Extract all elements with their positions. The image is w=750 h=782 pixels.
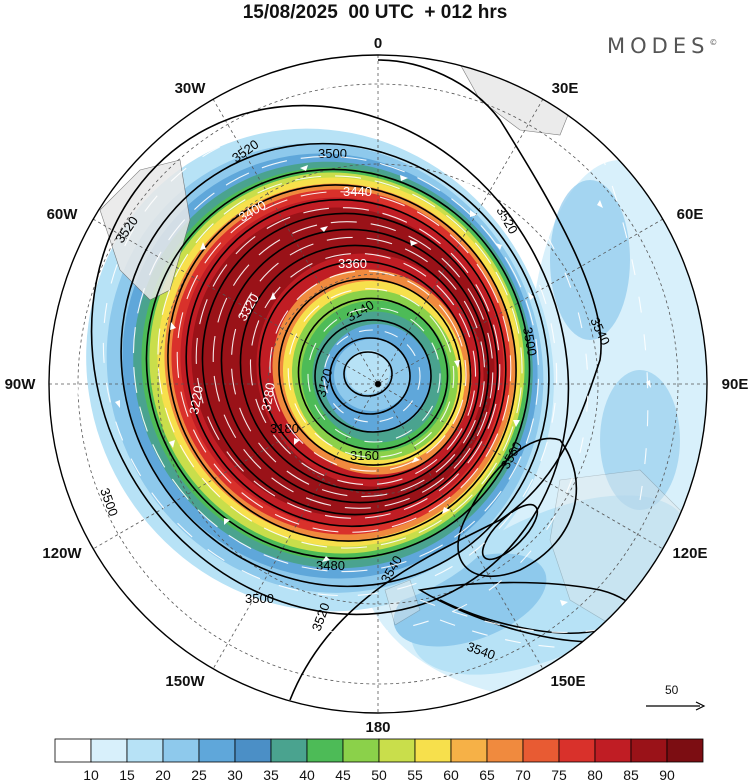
colorbar-tick-label: 80 — [587, 767, 603, 782]
lon-label-30e: 30E — [552, 80, 579, 97]
colorbar-swatch — [558, 738, 596, 763]
lon-label-120w: 120W — [42, 545, 82, 562]
colorbar-tick-label: 20 — [155, 767, 171, 782]
colorbar-tick-label: 25 — [191, 767, 207, 782]
colorbar-tick-label: 30 — [227, 767, 243, 782]
brand-text: MODES — [607, 34, 710, 58]
height-contours — [90, 59, 643, 701]
south-pole-marker — [375, 381, 381, 387]
colorbar-swatch — [630, 738, 668, 763]
colorbar-swatch — [126, 738, 164, 763]
lon-label-0: 0 — [374, 35, 382, 52]
colorbar-tick-label: 50 — [371, 767, 387, 782]
colorbar-tick-label: 70 — [515, 767, 531, 782]
colorbar-swatch — [54, 738, 92, 763]
colorbar-swatch — [486, 738, 524, 763]
colorbar-tick-label: 45 — [335, 767, 351, 782]
lon-label-90e: 90E — [722, 376, 749, 393]
contour-label: 3360 — [338, 256, 367, 271]
colorbar-tick-label: 55 — [407, 767, 423, 782]
reference-vector-arrow — [646, 701, 706, 711]
colorbar-swatch — [450, 738, 488, 763]
lon-label-90w: 90W — [5, 376, 37, 393]
lon-label-30w: 30W — [175, 80, 207, 97]
colorbar-tick-label: 40 — [299, 767, 315, 782]
colorbar-tick-label: 90 — [659, 767, 675, 782]
longitude-labels: 0 30E 60E 90E 120E 150E 180 150W 120W 90… — [5, 35, 749, 735]
colorbar-swatch — [666, 738, 704, 763]
colorbar: 10 15 20 25 30 35 40 45 50 55 60 65 70 75 80 85 90 — [54, 738, 704, 782]
lon-label-120e: 120E — [672, 545, 707, 562]
contour-label: 3280 — [258, 381, 278, 412]
colorbar-tick-label: 60 — [443, 767, 459, 782]
contour-label: 3480 — [316, 558, 345, 573]
colorbar-swatch — [234, 738, 272, 763]
map-boundary — [48, 54, 708, 714]
map-title: 15/08/2025 00 UTC + 012 hrs — [242, 2, 508, 23]
graticule — [49, 55, 707, 713]
brand-logo: MODES© — [607, 34, 718, 58]
colorbar-tick-label: 65 — [479, 767, 495, 782]
lon-label-150e: 150E — [550, 673, 585, 690]
lon-label-150w: 150W — [165, 673, 205, 690]
map-disk — [49, 55, 707, 713]
polar-map: 3520 3500 3440 3400 3360 3320 3280 3220 … — [5, 35, 749, 735]
wind-speed-shading — [86, 128, 707, 700]
colorbar-tick-label: 75 — [551, 767, 567, 782]
colorbar-swatch — [342, 738, 380, 763]
colorbar-swatch — [90, 738, 128, 763]
colorbar-tick-label: 85 — [623, 767, 639, 782]
colorbar-tick-label: 35 — [263, 767, 279, 782]
colorbar-swatch — [198, 738, 236, 763]
contour-label: 3500 — [245, 591, 274, 606]
contour-label: 3440 — [343, 184, 372, 199]
colorbar-swatch — [594, 738, 632, 763]
land-south-america — [99, 159, 191, 301]
lon-label-60e: 60E — [677, 206, 704, 223]
colorbar-swatch — [270, 738, 308, 763]
colorbar-swatch — [414, 738, 452, 763]
colorbar-tick-label: 15 — [119, 767, 135, 782]
contour-label: 3160 — [350, 448, 379, 463]
wind-arrowheads — [115, 165, 651, 640]
colorbar-swatch — [162, 738, 200, 763]
contour-label: 3500 — [520, 326, 540, 357]
lon-label-60w: 60W — [47, 206, 79, 223]
colorbar-tick-label: 10 — [83, 767, 99, 782]
colorbar-swatch — [306, 738, 344, 763]
reference-vector-label: 50 — [665, 683, 679, 697]
contour-label: 3220 — [186, 384, 206, 415]
contour-label: 3180 — [270, 421, 299, 436]
lon-label-180: 180 — [365, 719, 390, 735]
contour-label: 3500 — [318, 146, 347, 161]
colorbar-swatch — [522, 738, 560, 763]
colorbar-swatch — [378, 738, 416, 763]
